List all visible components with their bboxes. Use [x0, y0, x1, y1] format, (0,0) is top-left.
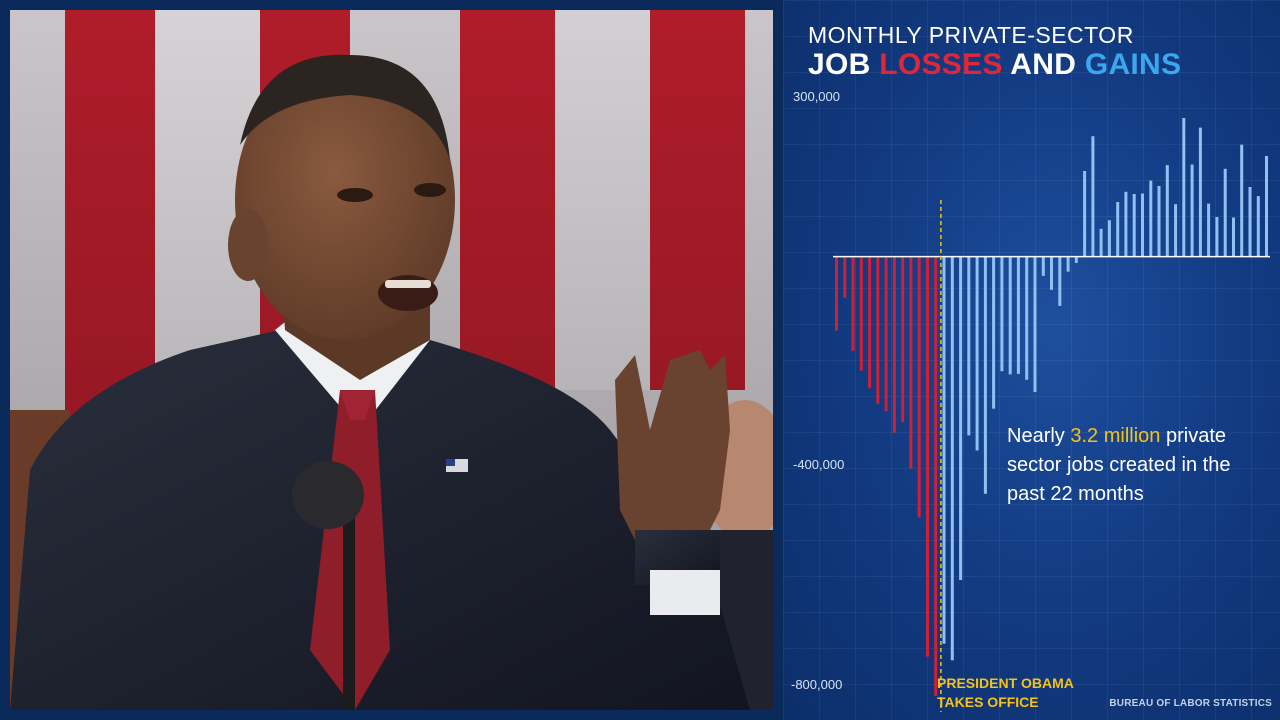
gain-bar — [1215, 217, 1219, 257]
title-word-losses: LOSSES — [879, 48, 1003, 81]
chart-title-line1: MONTHLY PRIVATE-SECTOR — [808, 22, 1134, 48]
gain-bar — [1033, 256, 1037, 393]
loss-bar — [868, 256, 872, 389]
gain-bar — [1041, 256, 1045, 276]
loss-bar — [835, 256, 838, 331]
gain-bar — [1050, 256, 1053, 290]
gain-bar — [1016, 256, 1020, 374]
gain-bar — [1190, 164, 1194, 257]
gain-bar — [1207, 203, 1211, 257]
gain-bar — [975, 256, 979, 451]
callout-suffix: private sector jobs created in the past … — [1007, 425, 1231, 505]
loss-bar — [851, 256, 855, 351]
y-tick-label-middle: -400,000 — [793, 457, 845, 472]
loss-bar — [909, 256, 913, 469]
speaker-photo-illustration — [10, 10, 773, 710]
loss-bar — [876, 256, 880, 404]
gain-bar — [959, 256, 963, 580]
gain-bar — [1165, 165, 1169, 257]
gain-bar — [1157, 186, 1161, 257]
loss-bar — [892, 256, 896, 433]
event-label-line2: TAKES OFFICE — [937, 694, 1039, 710]
gain-bar — [1066, 256, 1070, 272]
title-word-and: AND — [1010, 48, 1077, 81]
gain-bar — [1265, 156, 1268, 257]
y-tick-label-bottom: -800,000 — [791, 677, 843, 692]
gain-bar — [1174, 204, 1178, 257]
gain-bar — [1091, 136, 1095, 257]
job-bar-chart — [833, 118, 1270, 712]
event-label: PRESIDENT OBAMA TAKES OFFICE — [937, 674, 1074, 712]
title-word-job: JOB — [808, 48, 871, 81]
gain-bar — [1132, 194, 1136, 257]
gain-bar — [1240, 144, 1244, 257]
gain-bar — [1107, 220, 1111, 257]
loss-bar — [843, 256, 847, 298]
event-label-line1: PRESIDENT OBAMA — [937, 675, 1074, 691]
chart-title-line2: JOB LOSSES AND GAINS — [808, 48, 1181, 82]
jobs-created-callout: Nearly 3.2 million private sector jobs c… — [1007, 422, 1267, 509]
gain-bar — [1099, 228, 1103, 257]
gain-bar — [1116, 202, 1120, 257]
gain-bar — [1198, 127, 1202, 257]
speaker-photo — [10, 10, 773, 710]
gain-bar — [1083, 171, 1087, 257]
loss-bar — [859, 256, 863, 371]
loss-bar — [901, 256, 905, 423]
gain-bar — [1025, 256, 1029, 380]
loss-bar — [917, 256, 921, 518]
gain-bar — [1000, 256, 1004, 372]
gain-bar — [1182, 118, 1186, 257]
loss-bar — [934, 256, 938, 696]
gain-bar — [1256, 196, 1260, 257]
gain-bar — [992, 256, 996, 409]
gain-bar — [1223, 168, 1227, 257]
gain-bar — [983, 256, 987, 494]
gain-bar — [1149, 180, 1153, 257]
job-chart-panel: MONTHLY PRIVATE-SECTOR JOB LOSSES AND GA… — [783, 0, 1280, 720]
y-tick-label-top: 300,000 — [793, 89, 840, 104]
title-word-gains: GAINS — [1084, 48, 1182, 81]
gain-bar — [1124, 191, 1128, 257]
gain-bar — [950, 256, 954, 661]
gain-bar — [1232, 217, 1235, 257]
gain-bar — [942, 256, 946, 644]
gain-bar — [1074, 256, 1078, 263]
gain-bar — [1248, 187, 1252, 257]
gain-bar — [1058, 256, 1062, 306]
data-source: BUREAU OF LABOR STATISTICS — [1109, 698, 1272, 709]
loss-bar — [926, 256, 929, 657]
callout-highlight: 3.2 million — [1070, 425, 1161, 447]
gain-bar — [967, 256, 971, 436]
gain-bar — [1141, 193, 1144, 257]
callout-prefix: Nearly — [1007, 425, 1071, 447]
gain-bar — [1008, 256, 1012, 375]
loss-bar — [884, 256, 888, 412]
